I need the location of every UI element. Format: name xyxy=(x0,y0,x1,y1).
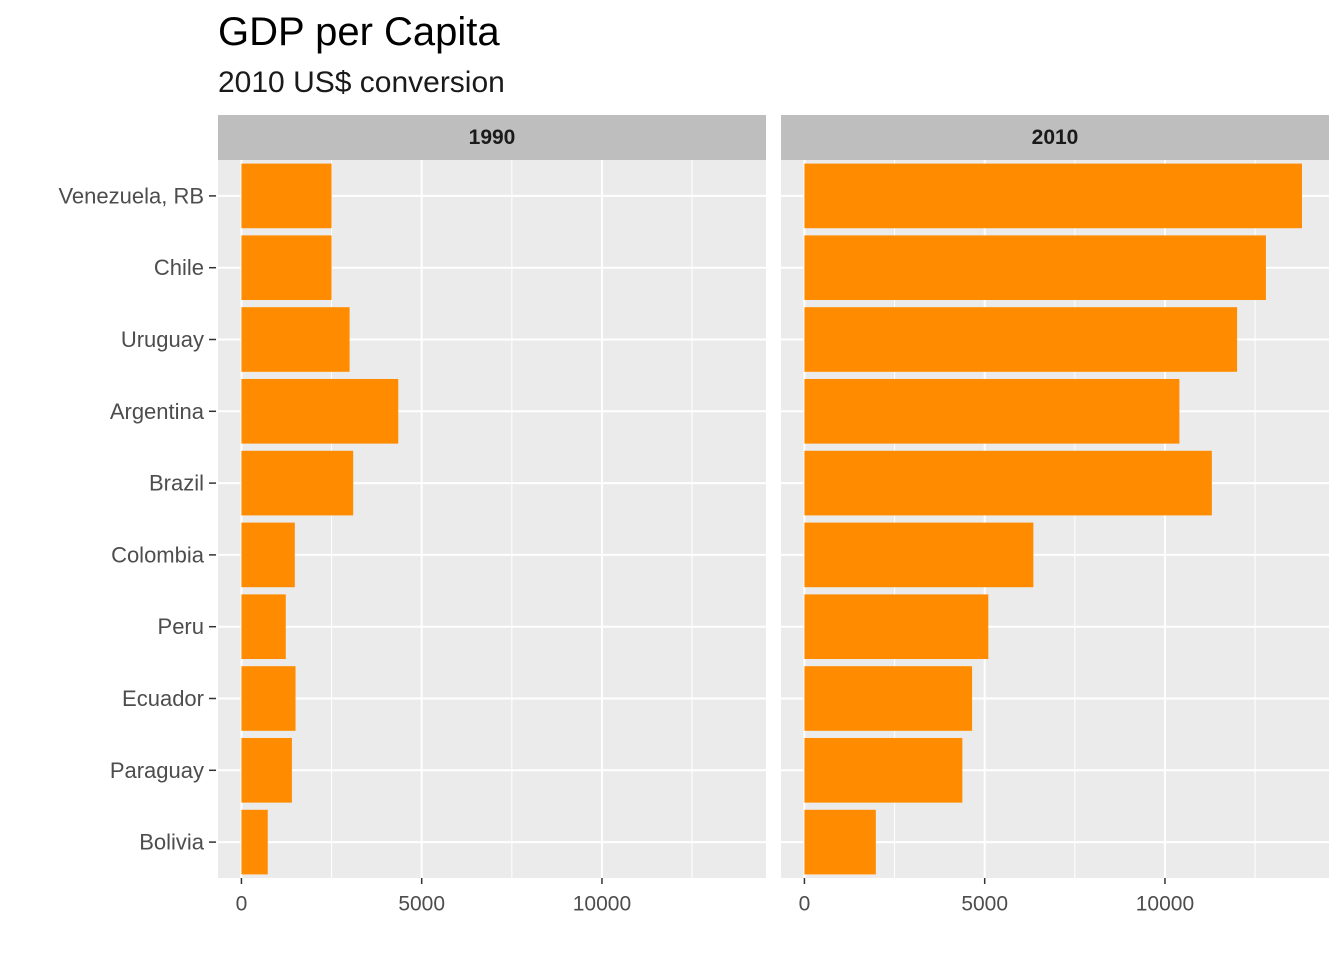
x-tick-label: 5000 xyxy=(961,893,1008,916)
bar xyxy=(241,809,268,875)
bar xyxy=(804,450,1212,516)
category-label: Venezuela, RB xyxy=(58,183,204,208)
category-label: Argentina xyxy=(110,399,205,424)
bar xyxy=(241,235,332,301)
chart-title: GDP per Capita xyxy=(218,10,500,54)
facet-panel-1990: 1990 0 5000 10000 xyxy=(218,115,766,916)
bar xyxy=(804,522,1034,588)
facet-panel-2010: 2010 0 5000 10000 xyxy=(781,115,1329,916)
bar xyxy=(804,307,1238,372)
x-tick-label: 10000 xyxy=(1136,893,1194,916)
category-axis: Venezuela, RB Chile Uruguay Argentina Brazil… xyxy=(58,183,216,855)
bar xyxy=(804,235,1266,301)
bar xyxy=(241,594,286,660)
bar xyxy=(804,378,1180,444)
bar xyxy=(804,737,963,803)
bar xyxy=(241,163,332,229)
bar xyxy=(241,666,296,731)
facet-label: 1990 xyxy=(469,126,516,149)
bar xyxy=(804,163,1302,229)
x-tick-label: 5000 xyxy=(398,893,445,916)
bar xyxy=(241,522,295,588)
bar xyxy=(804,809,876,875)
bar xyxy=(241,378,399,444)
category-label: Paraguay xyxy=(110,758,204,783)
category-label: Bolivia xyxy=(139,830,205,855)
facet-strip xyxy=(781,115,1329,160)
x-tick-label: 0 xyxy=(799,893,811,916)
bar xyxy=(241,307,350,372)
bar xyxy=(241,737,292,803)
category-label: Uruguay xyxy=(121,327,204,352)
x-tick-label: 0 xyxy=(236,893,248,916)
bar xyxy=(804,666,973,731)
facet-strip xyxy=(218,115,766,160)
facet-label: 2010 xyxy=(1032,126,1079,149)
category-label: Colombia xyxy=(111,542,205,567)
category-label: Peru xyxy=(158,614,204,639)
category-label: Chile xyxy=(154,255,204,280)
bar xyxy=(241,450,354,516)
category-label: Ecuador xyxy=(122,686,204,711)
x-tick-label: 10000 xyxy=(573,893,631,916)
bar xyxy=(804,594,989,660)
category-label: Brazil xyxy=(149,471,204,496)
chart-subtitle: 2010 US$ conversion xyxy=(218,66,505,99)
